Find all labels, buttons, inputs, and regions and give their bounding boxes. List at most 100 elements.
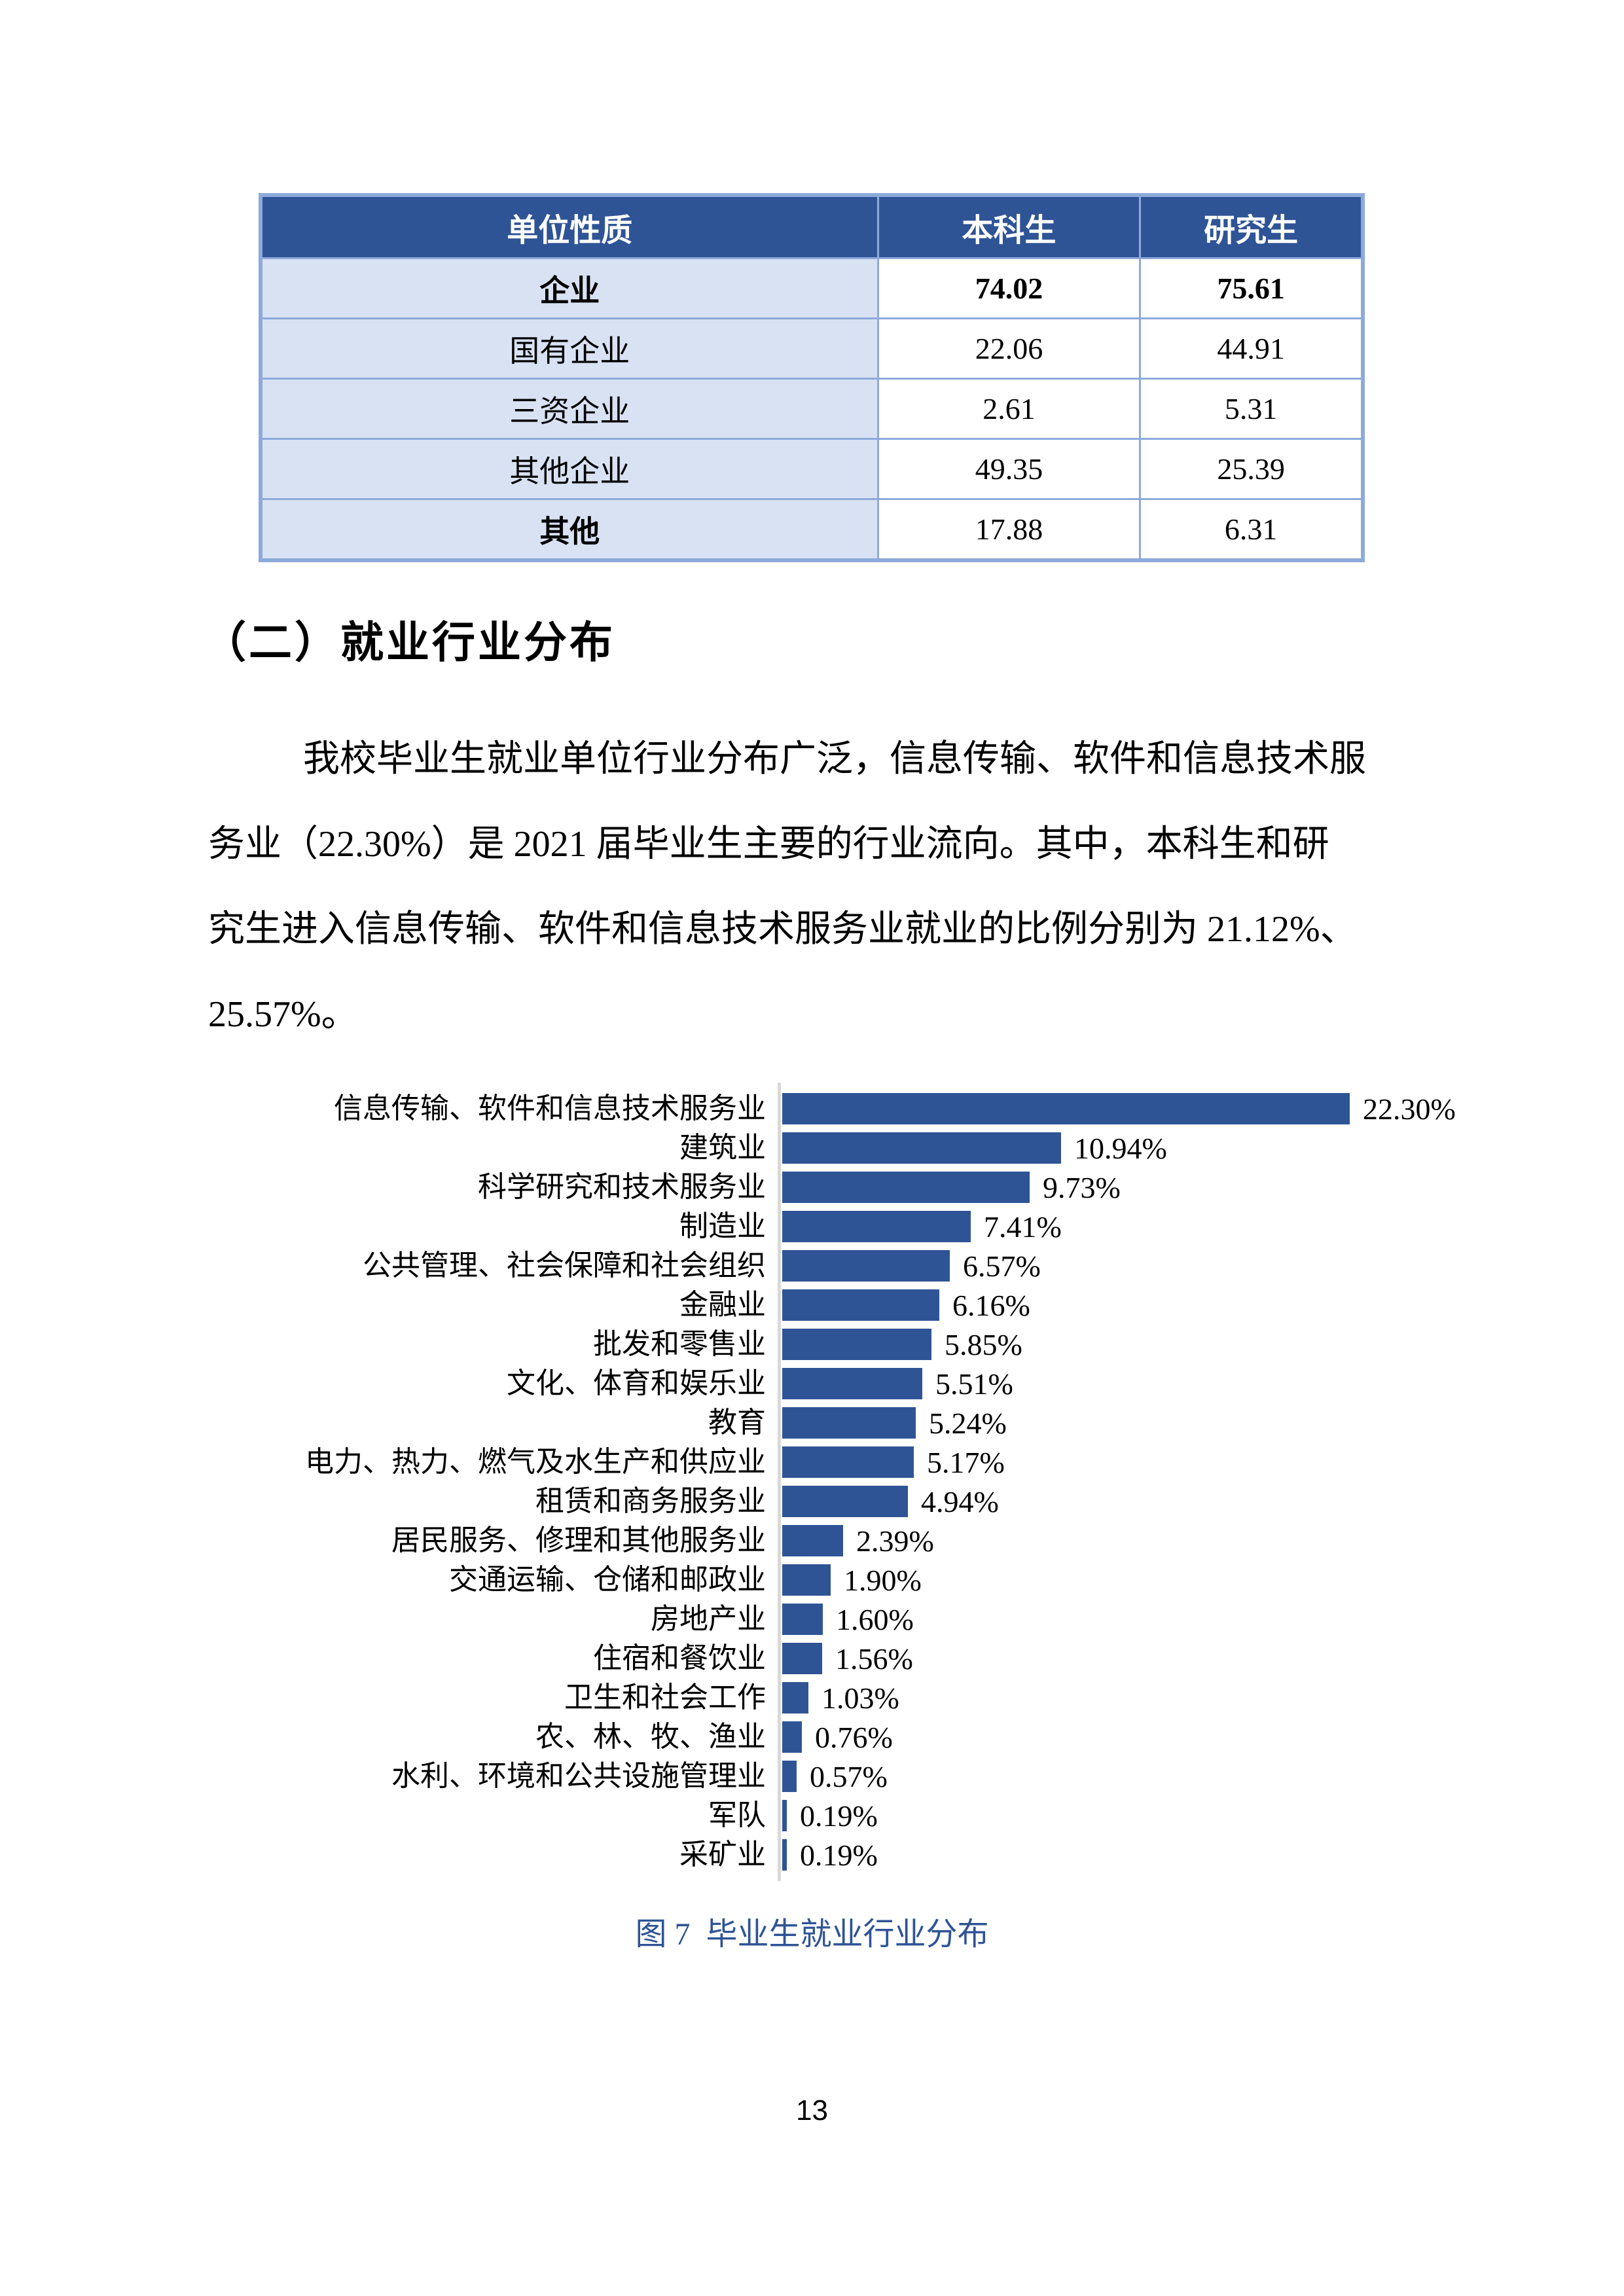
chart-category-label: 建筑业 [679,1132,766,1164]
chart-bar [782,1525,843,1556]
chart-row: 教育 5.24% [208,1403,1491,1443]
table-row: 国有企业 22.06 44.91 [259,317,1364,380]
chart-bar [782,1446,914,1478]
body-paragraph: 我校毕业生就业单位行业分布广泛，信息传输、软件和信息技术服务业（22.30%）是… [208,717,1432,1057]
chart-bar [782,1093,1350,1124]
chart-category-label: 交通运输、仓储和邮政业 [449,1564,766,1596]
graduate-value-cell: 75.61 [1139,257,1364,319]
unit-nature-cell: 三资企业 [259,378,879,440]
chart-category-label: 军队 [708,1799,766,1831]
graduate-value-cell: 5.31 [1139,378,1364,440]
chart-bar [782,1682,808,1713]
table-row: 其他企业 49.35 25.39 [259,438,1364,500]
undergraduate-value-cell: 49.35 [876,438,1142,500]
figure-caption: 图 7 毕业生就业行业分布 [635,1917,989,1952]
chart-category-label: 租赁和商务服务业 [535,1485,766,1517]
chart-bar [782,1172,1030,1203]
table-row: 其他 17.88 6.31 [259,498,1364,562]
chart-row: 交通运输、仓储和邮政业 1.90% [208,1560,1491,1600]
chart-value-label: 2.39% [856,1524,934,1558]
chart-bar [782,1604,823,1635]
chart-row: 制造业 7.41% [208,1207,1491,1246]
chart-value-label: 5.85% [945,1327,1022,1361]
chart-value-label: 4.94% [921,1484,999,1518]
chart-row: 居民服务、修理和其他服务业 2.39% [208,1521,1491,1560]
chart-bar [782,1839,787,1871]
graduate-value-cell: 44.91 [1139,317,1364,380]
chart-value-label: 5.17% [927,1445,1005,1479]
paragraph-line: 25.57%。 [208,994,358,1035]
chart-value-label: 5.51% [935,1367,1013,1401]
chart-category-label: 电力、热力、燃气及水生产和供应业 [305,1446,766,1478]
industry-bar-chart: 信息传输、软件和信息技术服务业 22.30% 建筑业 10.94% 科学研究和技术服务业… [208,1083,1491,1881]
chart-value-label: 0.19% [800,1838,878,1872]
undergraduate-value-cell: 22.06 [876,317,1142,380]
chart-category-label: 住宿和餐饮业 [593,1642,766,1674]
chart-row: 租赁和商务服务业 4.94% [208,1482,1491,1521]
table-row: 企业 74.02 75.61 [259,257,1364,319]
chart-category-label: 信息传输、软件和信息技术服务业 [334,1092,766,1124]
chart-value-label: 1.90% [844,1563,922,1597]
chart-row: 水利、环境和公共设施管理业 0.57% [208,1757,1491,1796]
unit-nature-cell: 其他 [259,498,879,562]
chart-bar [782,1800,787,1831]
chart-value-label: 5.24% [929,1406,1007,1440]
paragraph-line: 务业（22.30%）是 2021 届毕业生主要的行业流向。其中，本科生和研 [208,824,1329,865]
chart-row: 军队 0.19% [208,1796,1491,1835]
table-header-graduate: 研究生 [1139,194,1364,259]
chart-row: 建筑业 10.94% [208,1128,1491,1168]
chart-bar [782,1132,1061,1164]
table-row: 三资企业 2.61 5.31 [259,378,1364,440]
chart-bar [782,1250,950,1282]
chart-bar [782,1721,802,1753]
table-header-row: 单位性质 本科生 研究生 [259,194,1364,259]
page-number: 13 [796,2094,828,2126]
undergraduate-value-cell: 74.02 [876,257,1142,319]
paragraph-line: 我校毕业生就业单位行业分布广泛，信息传输、软件和信息技术服 [303,739,1366,780]
chart-value-label: 0.57% [810,1759,888,1793]
chart-value-label: 9.73% [1043,1170,1121,1204]
table-header-undergraduate: 本科生 [876,194,1142,259]
graduate-value-cell: 25.39 [1139,438,1364,500]
unit-nature-cell: 企业 [259,257,879,319]
chart-value-label: 0.19% [800,1799,878,1833]
chart-category-label: 农、林、牧、渔业 [535,1721,766,1753]
undergraduate-value-cell: 2.61 [876,378,1142,440]
chart-bar [782,1211,971,1242]
chart-row: 采矿业 0.19% [208,1835,1491,1874]
chart-row: 住宿和餐饮业 1.56% [208,1639,1491,1678]
chart-bar [782,1289,939,1321]
chart-bar [782,1368,922,1399]
chart-row: 金融业 6.16% [208,1285,1491,1325]
chart-row: 房地产业 1.60% [208,1600,1491,1639]
chart-value-label: 6.16% [952,1288,1030,1322]
chart-bar [782,1761,797,1792]
chart-value-label: 7.41% [984,1210,1062,1244]
chart-category-label: 批发和零售业 [593,1328,766,1360]
chart-category-label: 卫生和社会工作 [564,1681,766,1713]
chart-category-label: 金融业 [679,1289,766,1321]
chart-value-label: 6.57% [963,1249,1041,1283]
chart-category-label: 水利、环境和公共设施管理业 [391,1760,766,1792]
chart-bar [782,1564,831,1596]
chart-axis-line [778,1083,781,1881]
chart-bar [782,1407,916,1439]
chart-category-label: 公共管理、社会保障和社会组织 [363,1249,766,1282]
chart-value-label: 1.03% [821,1681,899,1715]
chart-category-label: 科学研究和技术服务业 [478,1171,766,1203]
chart-row: 批发和零售业 5.85% [208,1325,1491,1364]
chart-row: 信息传输、软件和信息技术服务业 22.30% [208,1089,1491,1128]
undergraduate-value-cell: 17.88 [876,498,1142,562]
paragraph-line: 究生进入信息传输、软件和信息技术服务业就业的比例分别为 21.12%、 [208,909,1357,950]
chart-category-label: 制造业 [679,1210,766,1242]
chart-category-label: 居民服务、修理和其他服务业 [391,1524,766,1556]
chart-bar [782,1486,908,1517]
chart-bar [782,1329,931,1360]
chart-value-label: 10.94% [1074,1131,1167,1165]
chart-bar [782,1643,822,1674]
chart-row: 农、林、牧、渔业 0.76% [208,1717,1491,1757]
chart-value-label: 0.76% [815,1720,893,1754]
section-heading: （二）就业行业分布 [203,619,615,667]
chart-value-label: 22.30% [1363,1092,1456,1126]
